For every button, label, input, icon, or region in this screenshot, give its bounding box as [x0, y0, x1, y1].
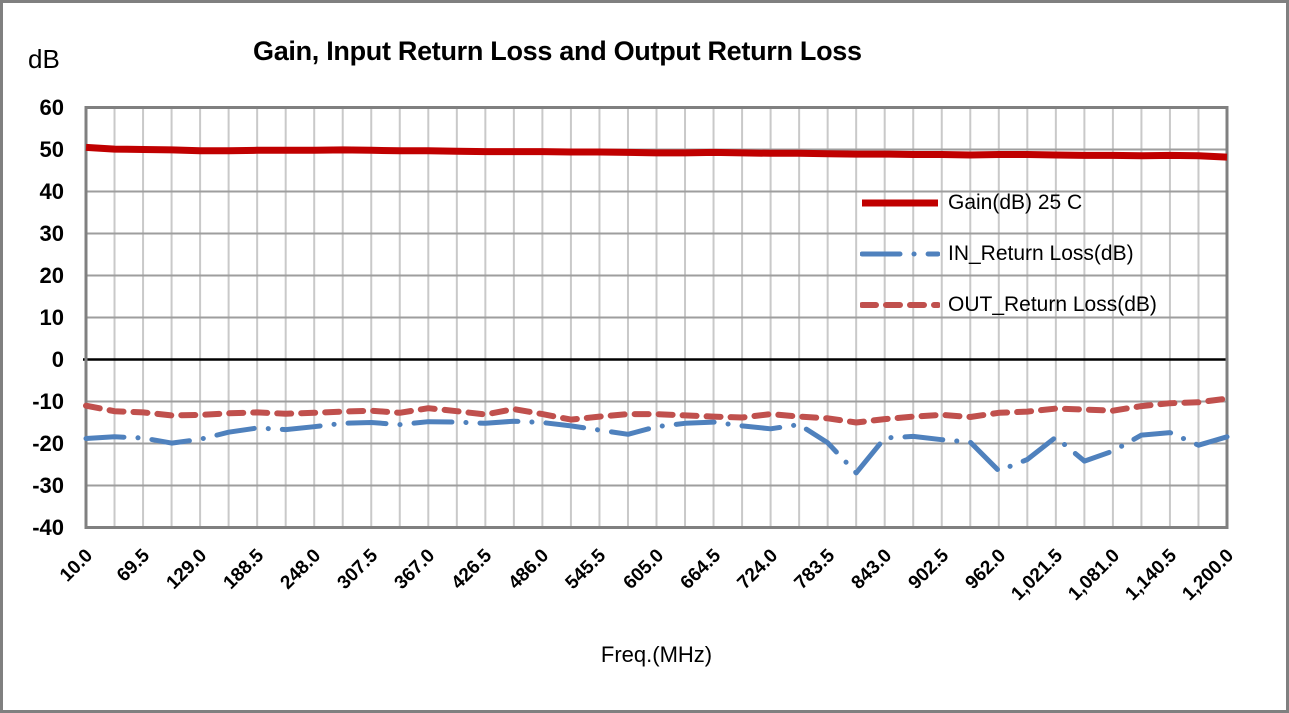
y-tick-label: 40: [39, 178, 64, 204]
y-tick-label: -10: [32, 388, 64, 414]
series-line-2: [83, 395, 1230, 426]
y-tick-label: 60: [39, 94, 64, 120]
legend: Gain(dB) 25 C IN_Return Loss(dB) OUT_Ret…: [860, 186, 1157, 339]
legend-line-sample-out-return-loss: [860, 302, 940, 308]
y-axis-unit-label: dB: [28, 44, 60, 74]
legend-entry-in-return-loss: IN_Return Loss(dB): [860, 237, 1157, 271]
legend-entry-gain: Gain(dB) 25 C: [860, 186, 1157, 220]
y-tick-label: -40: [32, 514, 64, 540]
legend-label-out-return-loss: OUT_Return Loss(dB): [948, 293, 1157, 316]
y-tick-label: 0: [51, 346, 64, 372]
series-line-1: [83, 418, 1230, 476]
legend-line-sample-gain: [862, 199, 938, 207]
chart-title: Gain, Input Return Loss and Output Retur…: [253, 36, 862, 66]
x-axis-title: Freq.(MHz): [600, 642, 713, 667]
y-tick-label: -30: [32, 472, 64, 498]
y-tick-label: 50: [39, 136, 64, 162]
series-line-0: [85, 143, 1228, 161]
legend-line-sample-in-return-loss: [860, 251, 940, 257]
y-tick-label: -20: [32, 430, 64, 456]
y-tick-label: 20: [39, 262, 64, 288]
y-tick-label: 30: [39, 220, 64, 246]
legend-label-gain: Gain(dB) 25 C: [948, 191, 1083, 214]
plot-border: [84, 106, 1229, 529]
legend-label-in-return-loss: IN_Return Loss(dB): [948, 242, 1134, 265]
legend-entry-out-return-loss: OUT_Return Loss(dB): [860, 288, 1157, 322]
y-tick-label: 10: [39, 304, 64, 330]
